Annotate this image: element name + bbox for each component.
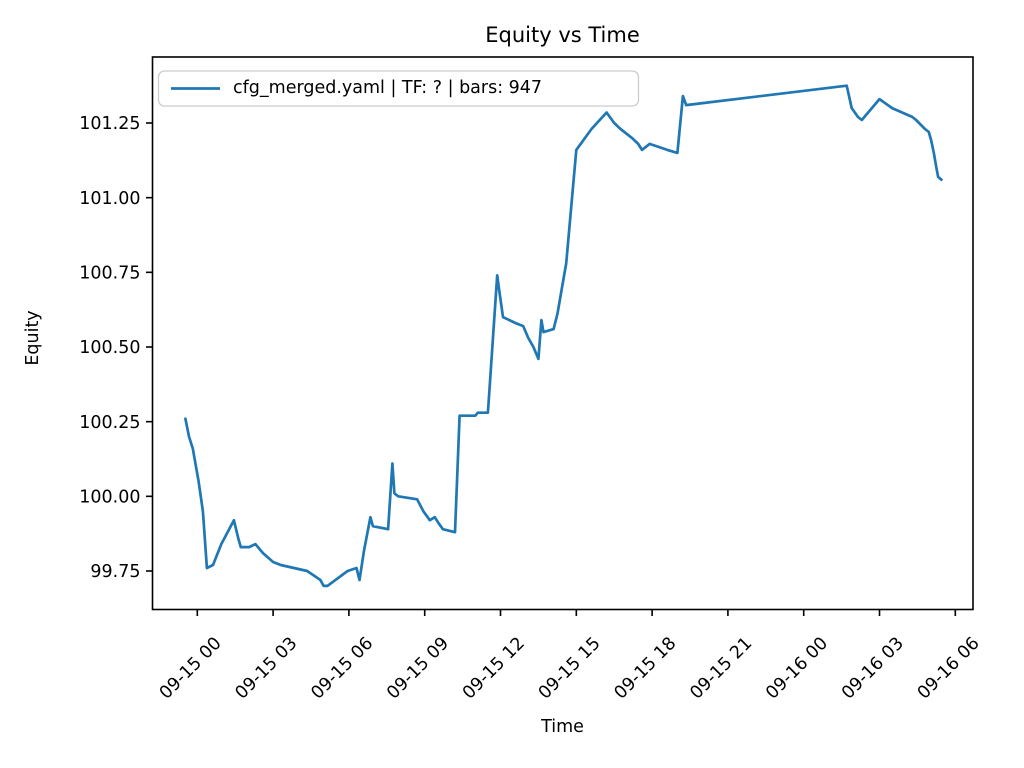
axes-frame xyxy=(151,56,974,611)
x-tick-label: 09-15 21 xyxy=(686,634,756,704)
x-tick-label: 09-16 06 xyxy=(914,634,984,704)
y-axis-label: Equity xyxy=(23,310,43,366)
x-tick-label: 09-16 00 xyxy=(762,634,832,704)
x-tick-label: 09-15 06 xyxy=(307,634,377,704)
chart-title: Equity vs Time xyxy=(485,23,640,47)
legend-label: cfg_merged.yaml | TF: ? | bars: 947 xyxy=(233,78,543,98)
x-tick-label: 09-15 15 xyxy=(535,634,605,704)
y-tick-label: 100.25 xyxy=(79,413,140,433)
legend-box xyxy=(157,70,640,107)
y-tick-label: 101.00 xyxy=(79,189,140,209)
x-tick-label: 09-15 09 xyxy=(383,634,453,704)
x-tick-label: 09-16 03 xyxy=(838,634,908,704)
x-tick-label: 09-15 18 xyxy=(611,634,681,704)
y-tick-label: 100.75 xyxy=(79,264,140,284)
y-tick-label: 99.75 xyxy=(90,562,140,582)
equity-line xyxy=(184,84,943,588)
x-axis-label: Time xyxy=(541,717,584,737)
x-tick-label: 09-15 00 xyxy=(156,634,226,704)
x-tick-label: 09-15 12 xyxy=(459,634,529,704)
x-tick-label: 09-15 03 xyxy=(232,634,302,704)
y-tick-label: 101.25 xyxy=(79,114,140,134)
y-tick-label: 100.50 xyxy=(79,338,140,358)
y-tick-label: 100.00 xyxy=(79,488,140,508)
